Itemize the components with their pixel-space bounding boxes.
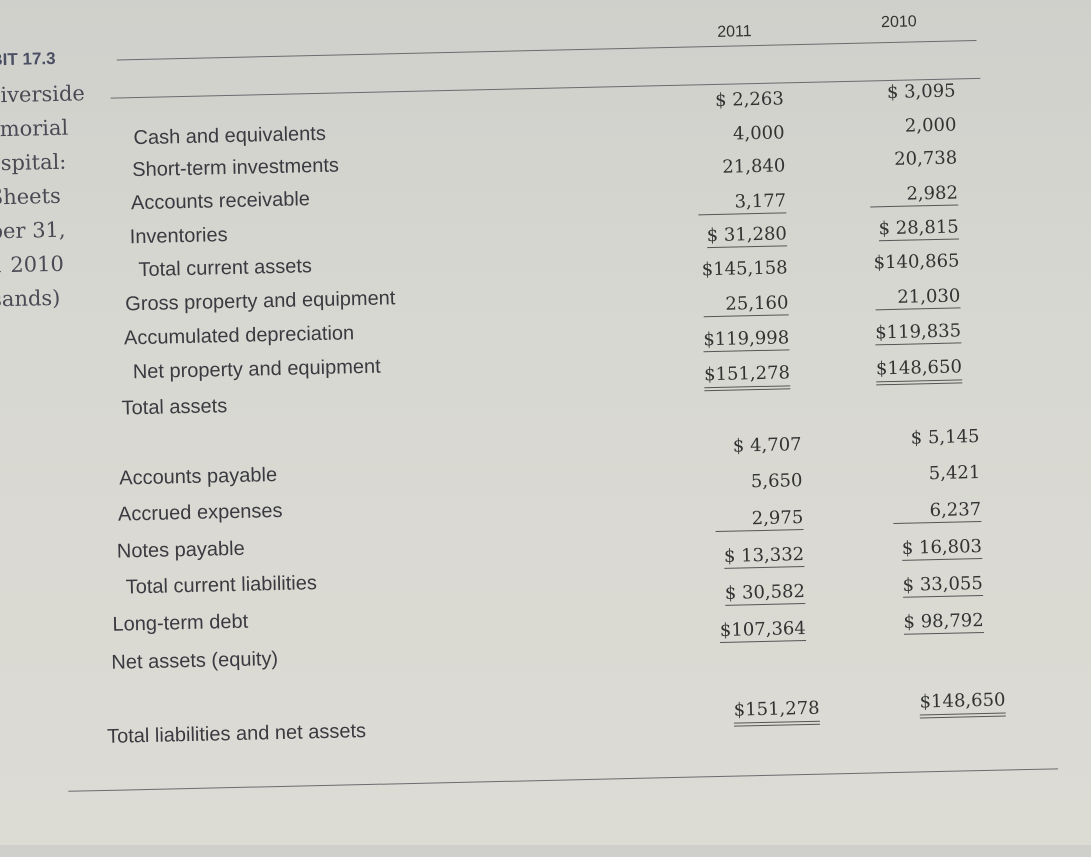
row-label: Net assets (equity) xyxy=(111,648,279,674)
row-label: Cash and equivalents xyxy=(133,122,327,150)
value-2011: 5,650 xyxy=(750,470,803,493)
sidebar-title-line: Liverside xyxy=(0,81,86,108)
value-2010: $ 16,803 xyxy=(901,536,983,561)
row-label: Accrued expenses xyxy=(117,499,283,526)
row-label: Gross property and equipment xyxy=(125,287,396,316)
column-header-2011: 2011 xyxy=(717,23,752,41)
sidebar-title-line: Sheets xyxy=(0,183,62,210)
liabilities-section: Accounts payable Accrued expenses Notes … xyxy=(0,0,1081,674)
value-2011: 21,840 xyxy=(722,155,786,178)
value-2011: 2,975 xyxy=(715,507,804,533)
bottom-rule xyxy=(68,768,1059,792)
value-2010: 21,030 xyxy=(875,285,961,311)
value-2010: $140,865 xyxy=(873,250,960,274)
total-liabilities-label: Total liabilities and net assets xyxy=(106,720,367,748)
value-2010: $148,650 xyxy=(875,356,963,386)
sidebar-title-line: ber 31, xyxy=(0,217,66,244)
value-2010: 2,982 xyxy=(870,182,959,208)
value-2010: $ 28,815 xyxy=(878,216,960,242)
row-label: Net property and equipment xyxy=(132,355,381,384)
value-2010: 5,421 xyxy=(928,462,981,485)
value-2011: 3,177 xyxy=(698,190,787,216)
row-label: Total current liabilities xyxy=(125,572,318,599)
value-2010: 20,738 xyxy=(893,147,958,170)
value-2011: $107,364 xyxy=(719,618,807,643)
value-2010: $ 3,095 xyxy=(886,80,956,104)
value-2010: $ 33,055 xyxy=(902,572,984,598)
total-2010: $148,650 xyxy=(919,689,1006,719)
value-2010: $ 98,792 xyxy=(903,609,984,635)
top-rule xyxy=(116,39,977,61)
row-label: Short-term investments xyxy=(131,154,340,182)
header-rule xyxy=(110,77,981,99)
value-2011: $145,158 xyxy=(701,257,788,281)
total-2011: $151,278 xyxy=(733,697,820,727)
assets-section: Cash and equivalents Short-term investme… xyxy=(0,0,1081,419)
value-2011: $ 4,707 xyxy=(732,434,802,457)
row-label: Notes payable xyxy=(116,537,245,563)
row-label: Inventories xyxy=(129,224,228,249)
value-2011: $119,998 xyxy=(703,327,790,353)
value-2010: 2,000 xyxy=(904,114,957,137)
row-label: Accounts receivable xyxy=(130,188,311,215)
row-label: Accumulated depreciation xyxy=(123,322,355,350)
row-label: Accounts payable xyxy=(118,463,278,490)
sidebar-title-line: emorial xyxy=(0,115,69,142)
row-label: Long-term debt xyxy=(112,610,249,636)
sidebar-title-line: sands) xyxy=(0,285,61,312)
row-label: Total current assets xyxy=(138,255,313,282)
value-2011: 4,000 xyxy=(732,122,785,145)
value-2011: $ 31,280 xyxy=(706,223,788,249)
exhibit-number: IBIT 17.3 xyxy=(0,48,56,70)
sidebar-title-line: 1 2010 xyxy=(0,251,65,278)
value-2011: $ 2,263 xyxy=(714,88,785,111)
sidebar-title-line: ospital: xyxy=(0,149,67,176)
value-2010: 6,237 xyxy=(893,499,982,524)
exhibit-sidebar: IBIT 17.3 Liverside emorial ospital: She… xyxy=(0,48,90,316)
value-2011: $ 30,582 xyxy=(724,581,806,606)
value-2011: 25,160 xyxy=(703,292,789,318)
value-2011: $151,278 xyxy=(703,362,791,392)
value-2011: $ 13,332 xyxy=(723,544,805,569)
row-label: Total assets xyxy=(121,395,228,420)
value-2010: $119,835 xyxy=(874,320,962,346)
value-2010: $ 5,145 xyxy=(910,426,980,449)
column-header-2010: 2010 xyxy=(880,13,917,32)
